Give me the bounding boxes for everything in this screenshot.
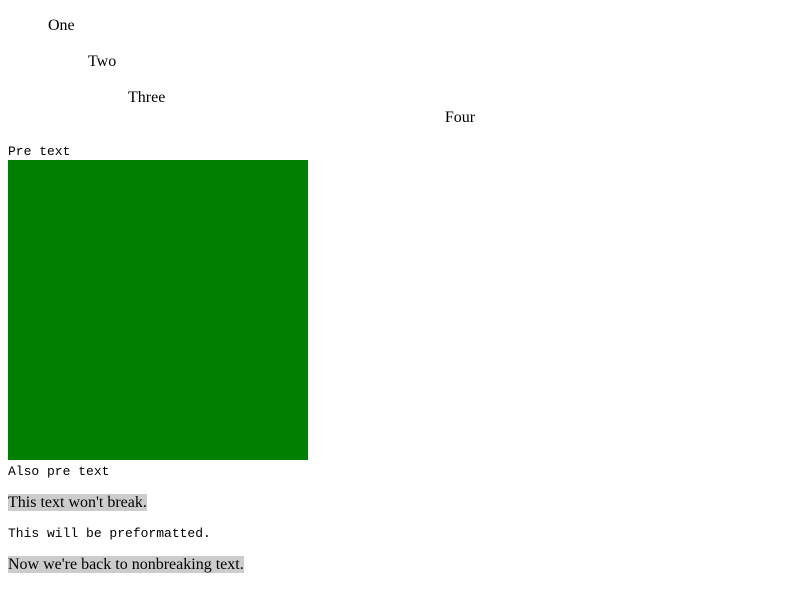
indented-text-two: Two [88, 53, 117, 70]
nobreak-paragraph-2: Now we're back to nonbreaking text. [8, 556, 244, 574]
pre-text: Pre text [8, 144, 71, 159]
also-pre-text: Also pre text [8, 464, 110, 479]
indented-text-one: One [48, 17, 75, 34]
nobreak-paragraph-1: This text won't break. [8, 494, 147, 512]
green-box [8, 160, 308, 460]
nobreak-text-2: Now we're back to nonbreaking text. [8, 556, 244, 573]
indented-text-three: Three [128, 89, 166, 106]
preformatted-text: This will be preformatted. [8, 526, 211, 541]
nobreak-text-1: This text won't break. [8, 494, 147, 511]
centered-text-four: Four [444, 109, 476, 126]
